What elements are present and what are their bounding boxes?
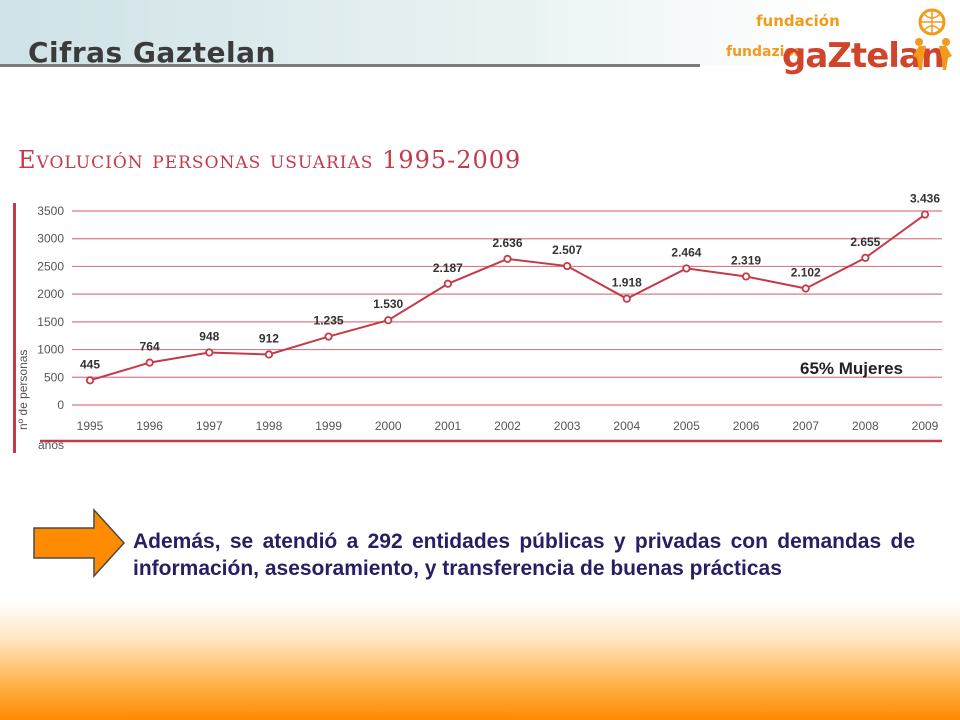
note-text: Además, se atendió a 292 entidades públi… (133, 530, 915, 580)
x-tick-label: 1998 (256, 419, 283, 433)
y-tick-label: 3000 (37, 232, 64, 246)
y-tick-label: 1500 (37, 315, 64, 329)
x-tick-label: 2005 (673, 419, 700, 433)
data-point (503, 254, 512, 263)
data-label: 764 (140, 340, 160, 354)
x-tick-label: 2002 (494, 419, 521, 433)
data-point (920, 210, 930, 219)
data-point (145, 358, 154, 367)
y-tick-label: 2500 (37, 259, 64, 273)
data-label: 2.464 (671, 245, 701, 259)
data-label: 3.436 (910, 192, 940, 206)
data-label: 912 (259, 331, 279, 345)
data-label: 2.187 (433, 261, 463, 275)
data-label: 445 (80, 357, 100, 371)
x-tick-label: 2001 (435, 419, 462, 433)
data-point (801, 284, 810, 293)
x-tick-label: 2007 (792, 419, 819, 433)
x-tick-label: 2009 (912, 419, 939, 433)
data-label: 2.507 (552, 243, 582, 257)
y-tick-label: 500 (44, 370, 64, 384)
x-axis-label: años (38, 438, 64, 452)
data-point (861, 253, 870, 262)
data-labels: 445 764 948 912 1.235 1.530 2.187 2.636 2.507 1.9… (80, 192, 940, 372)
chart-title: Evolución personas usuarias 1995-2009 (18, 146, 522, 174)
y-tick-label: 2000 (37, 287, 64, 301)
x-tick-label: 1995 (77, 419, 104, 433)
annotation-women: 65% Mujeres (800, 359, 903, 378)
x-tick-label: 1999 (315, 419, 342, 433)
slide-title: Cifras Gaztelan (28, 36, 276, 69)
data-point (384, 316, 393, 325)
arrow-icon (33, 508, 126, 578)
gaztelan-logo: fundación fundazioa gaZtelan (726, 8, 952, 76)
y-tick-label: 1000 (37, 343, 64, 357)
y-tick-label: 3500 (37, 204, 64, 218)
x-tick-label: 2003 (554, 419, 581, 433)
data-label: 2.102 (791, 265, 821, 279)
x-tick-label: 2004 (613, 419, 640, 433)
data-label: 1.530 (373, 297, 403, 311)
data-point (205, 348, 214, 357)
x-tick-label: 1997 (196, 419, 223, 433)
footer-band (0, 600, 960, 720)
data-point (563, 261, 572, 271)
data-label: 1.235 (314, 314, 344, 328)
logo-line2: fundazioa (726, 44, 804, 60)
figures-icon (913, 8, 952, 70)
x-tick-label: 2000 (375, 419, 402, 433)
data-points (85, 210, 930, 385)
data-label: 948 (199, 329, 219, 343)
chart-left-accent-bar (13, 203, 16, 453)
y-tick-labels: 0 500 1000 1500 2000 2500 3000 3500 (37, 204, 64, 412)
data-label: 2.655 (850, 235, 880, 249)
data-point (622, 294, 631, 303)
x-tick-label: 2006 (733, 419, 760, 433)
logo-line1: fundación (756, 12, 840, 30)
x-tick-label: 1996 (136, 419, 163, 433)
x-tick-labels: 1995 1996 1997 1998 1999 2000 2001 2002 2003 2004… (77, 419, 939, 433)
data-point (264, 350, 274, 359)
header-band (0, 0, 960, 66)
y-axis-label: nº de personas (16, 350, 30, 430)
x-tick-label: 2008 (852, 419, 879, 433)
data-label: 2.319 (731, 253, 761, 267)
gridlines (40, 210, 942, 443)
data-label: 1.918 (612, 276, 642, 290)
data-label: 2.636 (492, 236, 522, 250)
data-point (324, 332, 333, 341)
data-point (682, 264, 691, 273)
data-point (85, 376, 95, 385)
data-point (443, 279, 452, 288)
header-rule (0, 64, 700, 67)
y-tick-label: 0 (57, 398, 64, 412)
data-point (741, 272, 751, 281)
